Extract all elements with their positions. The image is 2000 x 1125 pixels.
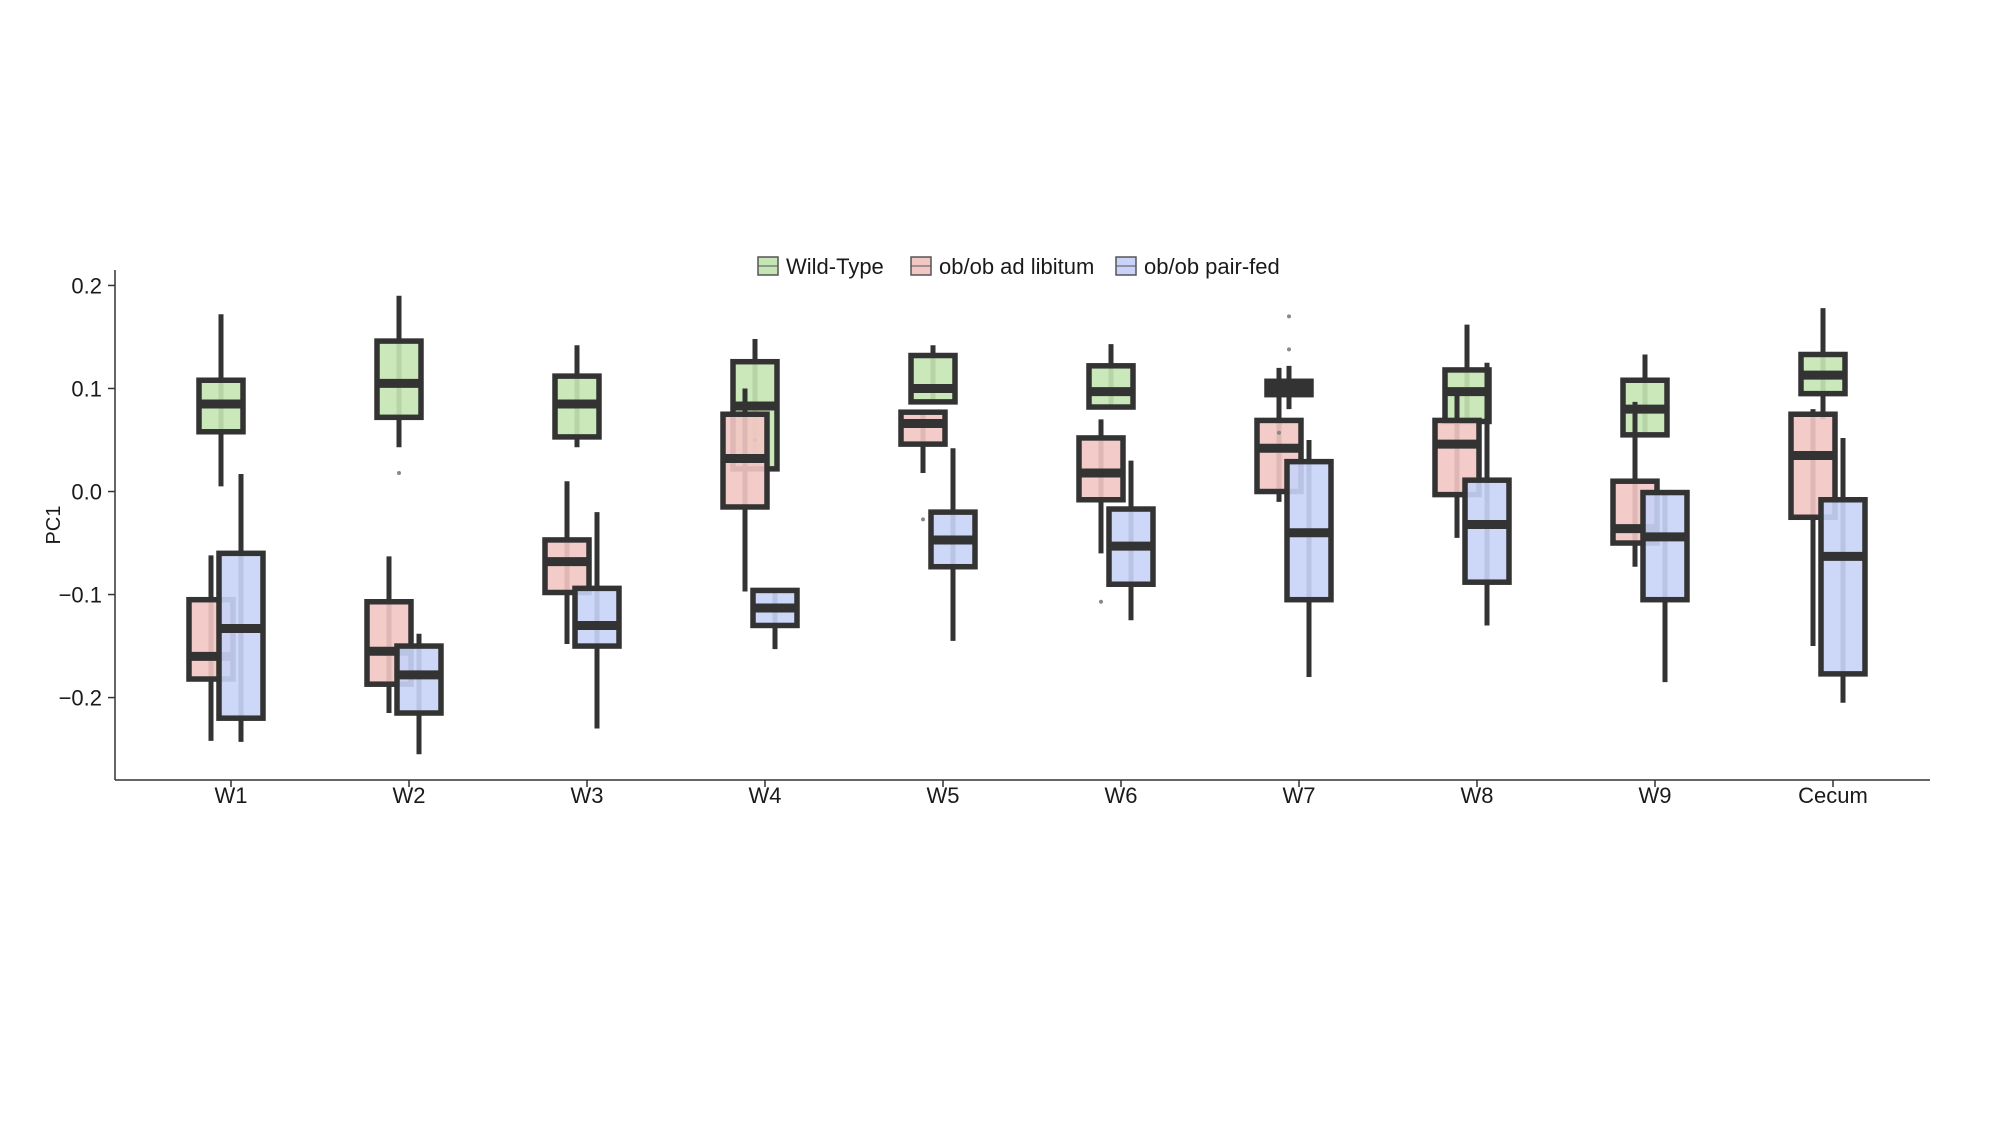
outlier-point xyxy=(1277,430,1281,435)
legend: Wild-Type ob/ob ad libitum ob/ob pair-fed xyxy=(757,254,1280,279)
box-groups xyxy=(186,295,1868,755)
box-iqr xyxy=(1818,497,1868,677)
box-iqr xyxy=(908,352,958,405)
legend-item: Wild-Type xyxy=(757,254,884,279)
x-tick-label: W1 xyxy=(215,783,248,808)
box-iqr xyxy=(216,550,266,721)
boxplot xyxy=(374,295,424,475)
x-tick-label: W6 xyxy=(1105,783,1138,808)
boxplot xyxy=(542,481,592,644)
box-iqr xyxy=(572,585,622,649)
boxplot xyxy=(552,345,602,448)
boxplot xyxy=(1620,354,1670,438)
x-tick-label: W8 xyxy=(1461,783,1494,808)
y-tick-label: 0.2 xyxy=(71,273,102,298)
boxplot xyxy=(1798,308,1848,420)
boxplot xyxy=(908,345,958,405)
boxplot xyxy=(1640,489,1690,683)
box-iqr xyxy=(1086,363,1136,410)
x-tick-label: W3 xyxy=(571,783,604,808)
boxplot xyxy=(1818,437,1868,703)
x-tick-label: W2 xyxy=(393,783,426,808)
outlier-point xyxy=(1287,314,1291,319)
boxplot xyxy=(1254,367,1304,502)
x-tick-label: W5 xyxy=(927,783,960,808)
y-axis-title: PC1 xyxy=(43,506,65,545)
legend-item: ob/ob pair-fed xyxy=(1115,254,1280,279)
x-tick-label: W4 xyxy=(749,783,782,808)
boxplot xyxy=(898,409,948,522)
boxplot xyxy=(720,388,770,592)
outlier-point xyxy=(1287,347,1291,352)
box-iqr xyxy=(898,409,948,447)
boxplot xyxy=(394,633,444,755)
outlier-point xyxy=(1099,599,1103,604)
boxplot xyxy=(928,448,978,641)
x-tick-label: Cecum xyxy=(1798,783,1868,808)
y-tick-label: 0.0 xyxy=(71,480,102,505)
boxplot xyxy=(1076,419,1126,604)
outlier-point xyxy=(397,470,401,475)
boxplot xyxy=(572,512,622,729)
legend-label: ob/ob pair-fed xyxy=(1144,254,1280,279)
legend-label: Wild-Type xyxy=(786,254,884,279)
series-group xyxy=(216,362,1868,755)
boxplot xyxy=(1086,344,1136,410)
x-tick-label: W9 xyxy=(1639,783,1672,808)
boxplot xyxy=(750,587,800,650)
y-tick-label: −0.1 xyxy=(59,583,102,608)
boxplot xyxy=(1442,324,1492,425)
legend-label: ob/ob ad libitum xyxy=(939,254,1094,279)
boxplot xyxy=(1284,440,1334,677)
y-tick-label: 0.1 xyxy=(71,376,102,401)
x-axis-ticks: W1 W2 W3 W4 W5 W6 W7 W8 W9 Cecum xyxy=(215,780,1868,808)
box-iqr xyxy=(1640,489,1690,603)
y-axis-ticks: −0.2 −0.1 0.0 0.1 0.2 xyxy=(59,273,115,711)
x-tick-label: W7 xyxy=(1283,783,1316,808)
box-iqr xyxy=(542,537,592,596)
outlier-point xyxy=(921,517,925,522)
box-iqr xyxy=(1462,477,1512,585)
boxplot xyxy=(216,474,266,742)
legend-item: ob/ob ad libitum xyxy=(910,254,1094,279)
boxplot xyxy=(1106,460,1156,621)
boxplot xyxy=(196,314,246,487)
box-iqr xyxy=(394,643,444,716)
y-tick-label: −0.2 xyxy=(59,686,102,711)
boxplot xyxy=(1462,362,1512,626)
